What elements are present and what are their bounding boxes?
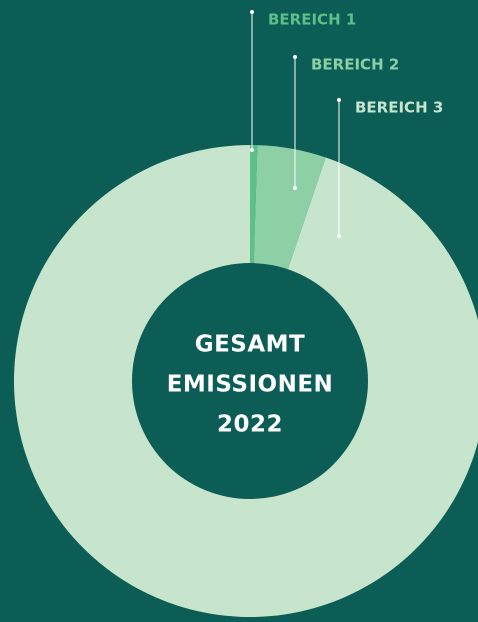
leader-dot <box>337 98 341 102</box>
leader-lines <box>250 10 341 238</box>
leader-dot <box>293 186 297 190</box>
center-label: GESAMT <box>195 332 306 358</box>
leader-dot <box>337 234 341 238</box>
center-label: 2022 <box>217 412 283 438</box>
center-label: EMISSIONEN <box>167 372 334 398</box>
leader-dot <box>293 55 297 59</box>
segment-label: BEREICH 2 <box>311 56 399 74</box>
segment-label: BEREICH 1 <box>268 11 356 29</box>
leader-dot <box>250 148 254 152</box>
leader-dot <box>250 10 254 14</box>
segment-label: BEREICH 3 <box>355 99 443 117</box>
donut-hole <box>132 263 368 499</box>
